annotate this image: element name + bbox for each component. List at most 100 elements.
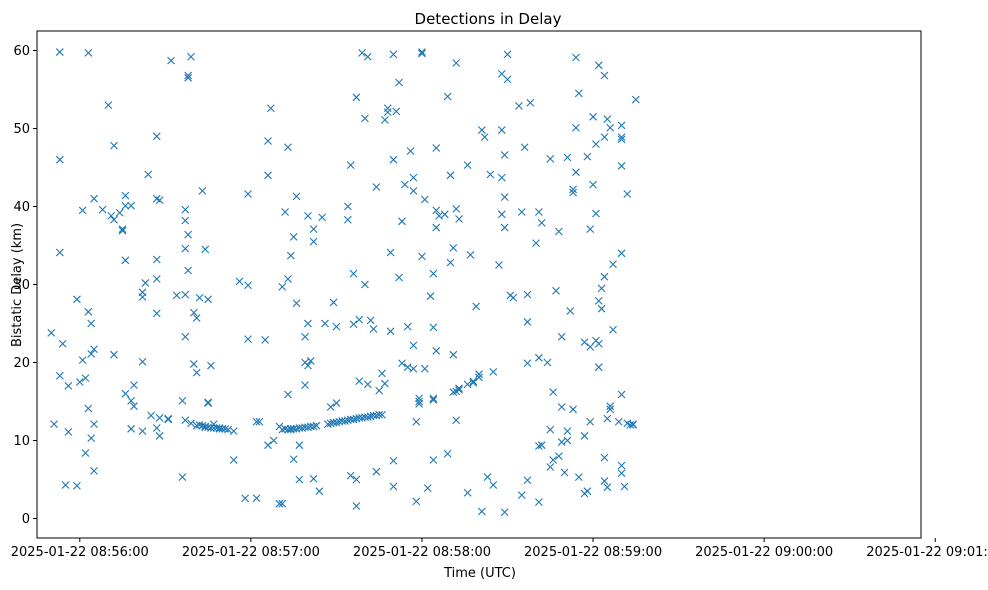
data-point — [284, 275, 292, 283]
data-point — [178, 473, 187, 482]
data-point — [107, 211, 116, 220]
data-point — [355, 377, 364, 386]
data-point — [569, 405, 577, 414]
data-point — [341, 417, 349, 425]
data-point — [118, 226, 127, 235]
data-point — [446, 258, 455, 267]
data-point — [189, 308, 198, 317]
data-point — [315, 487, 324, 496]
data-point — [264, 441, 272, 450]
data-point — [349, 269, 358, 278]
data-point — [415, 397, 424, 406]
data-point — [603, 414, 612, 423]
data-point — [383, 104, 392, 113]
chart-title: Detections in Delay — [415, 10, 562, 28]
data-point — [446, 171, 455, 180]
data-point — [50, 420, 58, 429]
data-point — [572, 53, 580, 62]
data-point — [409, 341, 418, 350]
data-point — [255, 417, 264, 426]
data-point — [594, 363, 603, 372]
data-point — [201, 245, 210, 254]
data-point — [432, 206, 441, 215]
data-point — [378, 369, 386, 378]
y-tick-label: 20 — [13, 356, 30, 371]
data-point — [361, 114, 369, 123]
data-point — [523, 476, 532, 485]
data-point — [469, 377, 478, 386]
data-point — [84, 48, 93, 57]
data-point — [343, 215, 352, 224]
data-point — [574, 473, 583, 482]
data-point — [229, 427, 238, 436]
data-point — [289, 233, 298, 241]
data-point — [55, 155, 64, 164]
data-point — [463, 161, 472, 170]
data-point — [349, 415, 358, 424]
data-point — [592, 209, 600, 218]
data-point — [395, 273, 404, 282]
data-point — [78, 206, 87, 215]
data-point — [81, 449, 90, 457]
data-point — [184, 73, 193, 82]
data-point — [429, 323, 438, 332]
data-point — [224, 425, 232, 434]
data-point — [432, 144, 441, 152]
data-point — [221, 424, 230, 433]
data-points — [47, 48, 640, 517]
data-point — [455, 215, 463, 223]
data-point — [75, 378, 84, 386]
data-point — [164, 415, 173, 424]
y-tick-label: 60 — [13, 44, 30, 59]
data-point — [346, 161, 355, 170]
data-point — [589, 180, 597, 189]
data-point — [278, 282, 287, 291]
data-point — [284, 143, 292, 152]
data-point — [583, 487, 592, 496]
data-point — [609, 325, 617, 334]
data-point — [286, 251, 295, 260]
data-point — [398, 217, 406, 226]
data-point — [309, 237, 318, 246]
data-point — [534, 498, 543, 507]
data-point — [455, 385, 463, 394]
data-point — [90, 467, 98, 475]
data-point — [463, 380, 472, 389]
data-point — [306, 357, 315, 365]
data-point — [58, 339, 67, 348]
data-point — [449, 243, 458, 252]
data-point — [452, 204, 461, 213]
data-point — [164, 414, 173, 423]
data-point — [489, 481, 498, 489]
data-point — [392, 107, 401, 116]
data-point — [192, 368, 201, 377]
data-point — [537, 218, 546, 227]
data-point — [429, 396, 438, 404]
data-point — [375, 386, 384, 395]
data-point — [412, 417, 421, 426]
data-point — [534, 208, 543, 216]
data-point — [64, 428, 73, 436]
data-point — [304, 361, 312, 370]
data-point — [312, 421, 321, 430]
data-point — [489, 367, 498, 376]
data-point — [215, 424, 224, 433]
data-point — [181, 205, 190, 214]
data-point — [503, 50, 512, 59]
data-point — [363, 380, 372, 389]
data-point — [204, 398, 212, 407]
data-point — [366, 316, 375, 325]
data-point — [537, 441, 546, 450]
data-point — [617, 390, 626, 399]
data-point — [281, 208, 289, 216]
data-point — [586, 225, 595, 234]
data-point — [574, 89, 583, 98]
data-point — [207, 424, 215, 432]
data-point — [589, 112, 597, 121]
data-point — [398, 359, 406, 368]
data-point — [497, 210, 506, 219]
data-point — [569, 188, 577, 197]
data-point — [141, 279, 150, 287]
data-point — [332, 399, 341, 407]
